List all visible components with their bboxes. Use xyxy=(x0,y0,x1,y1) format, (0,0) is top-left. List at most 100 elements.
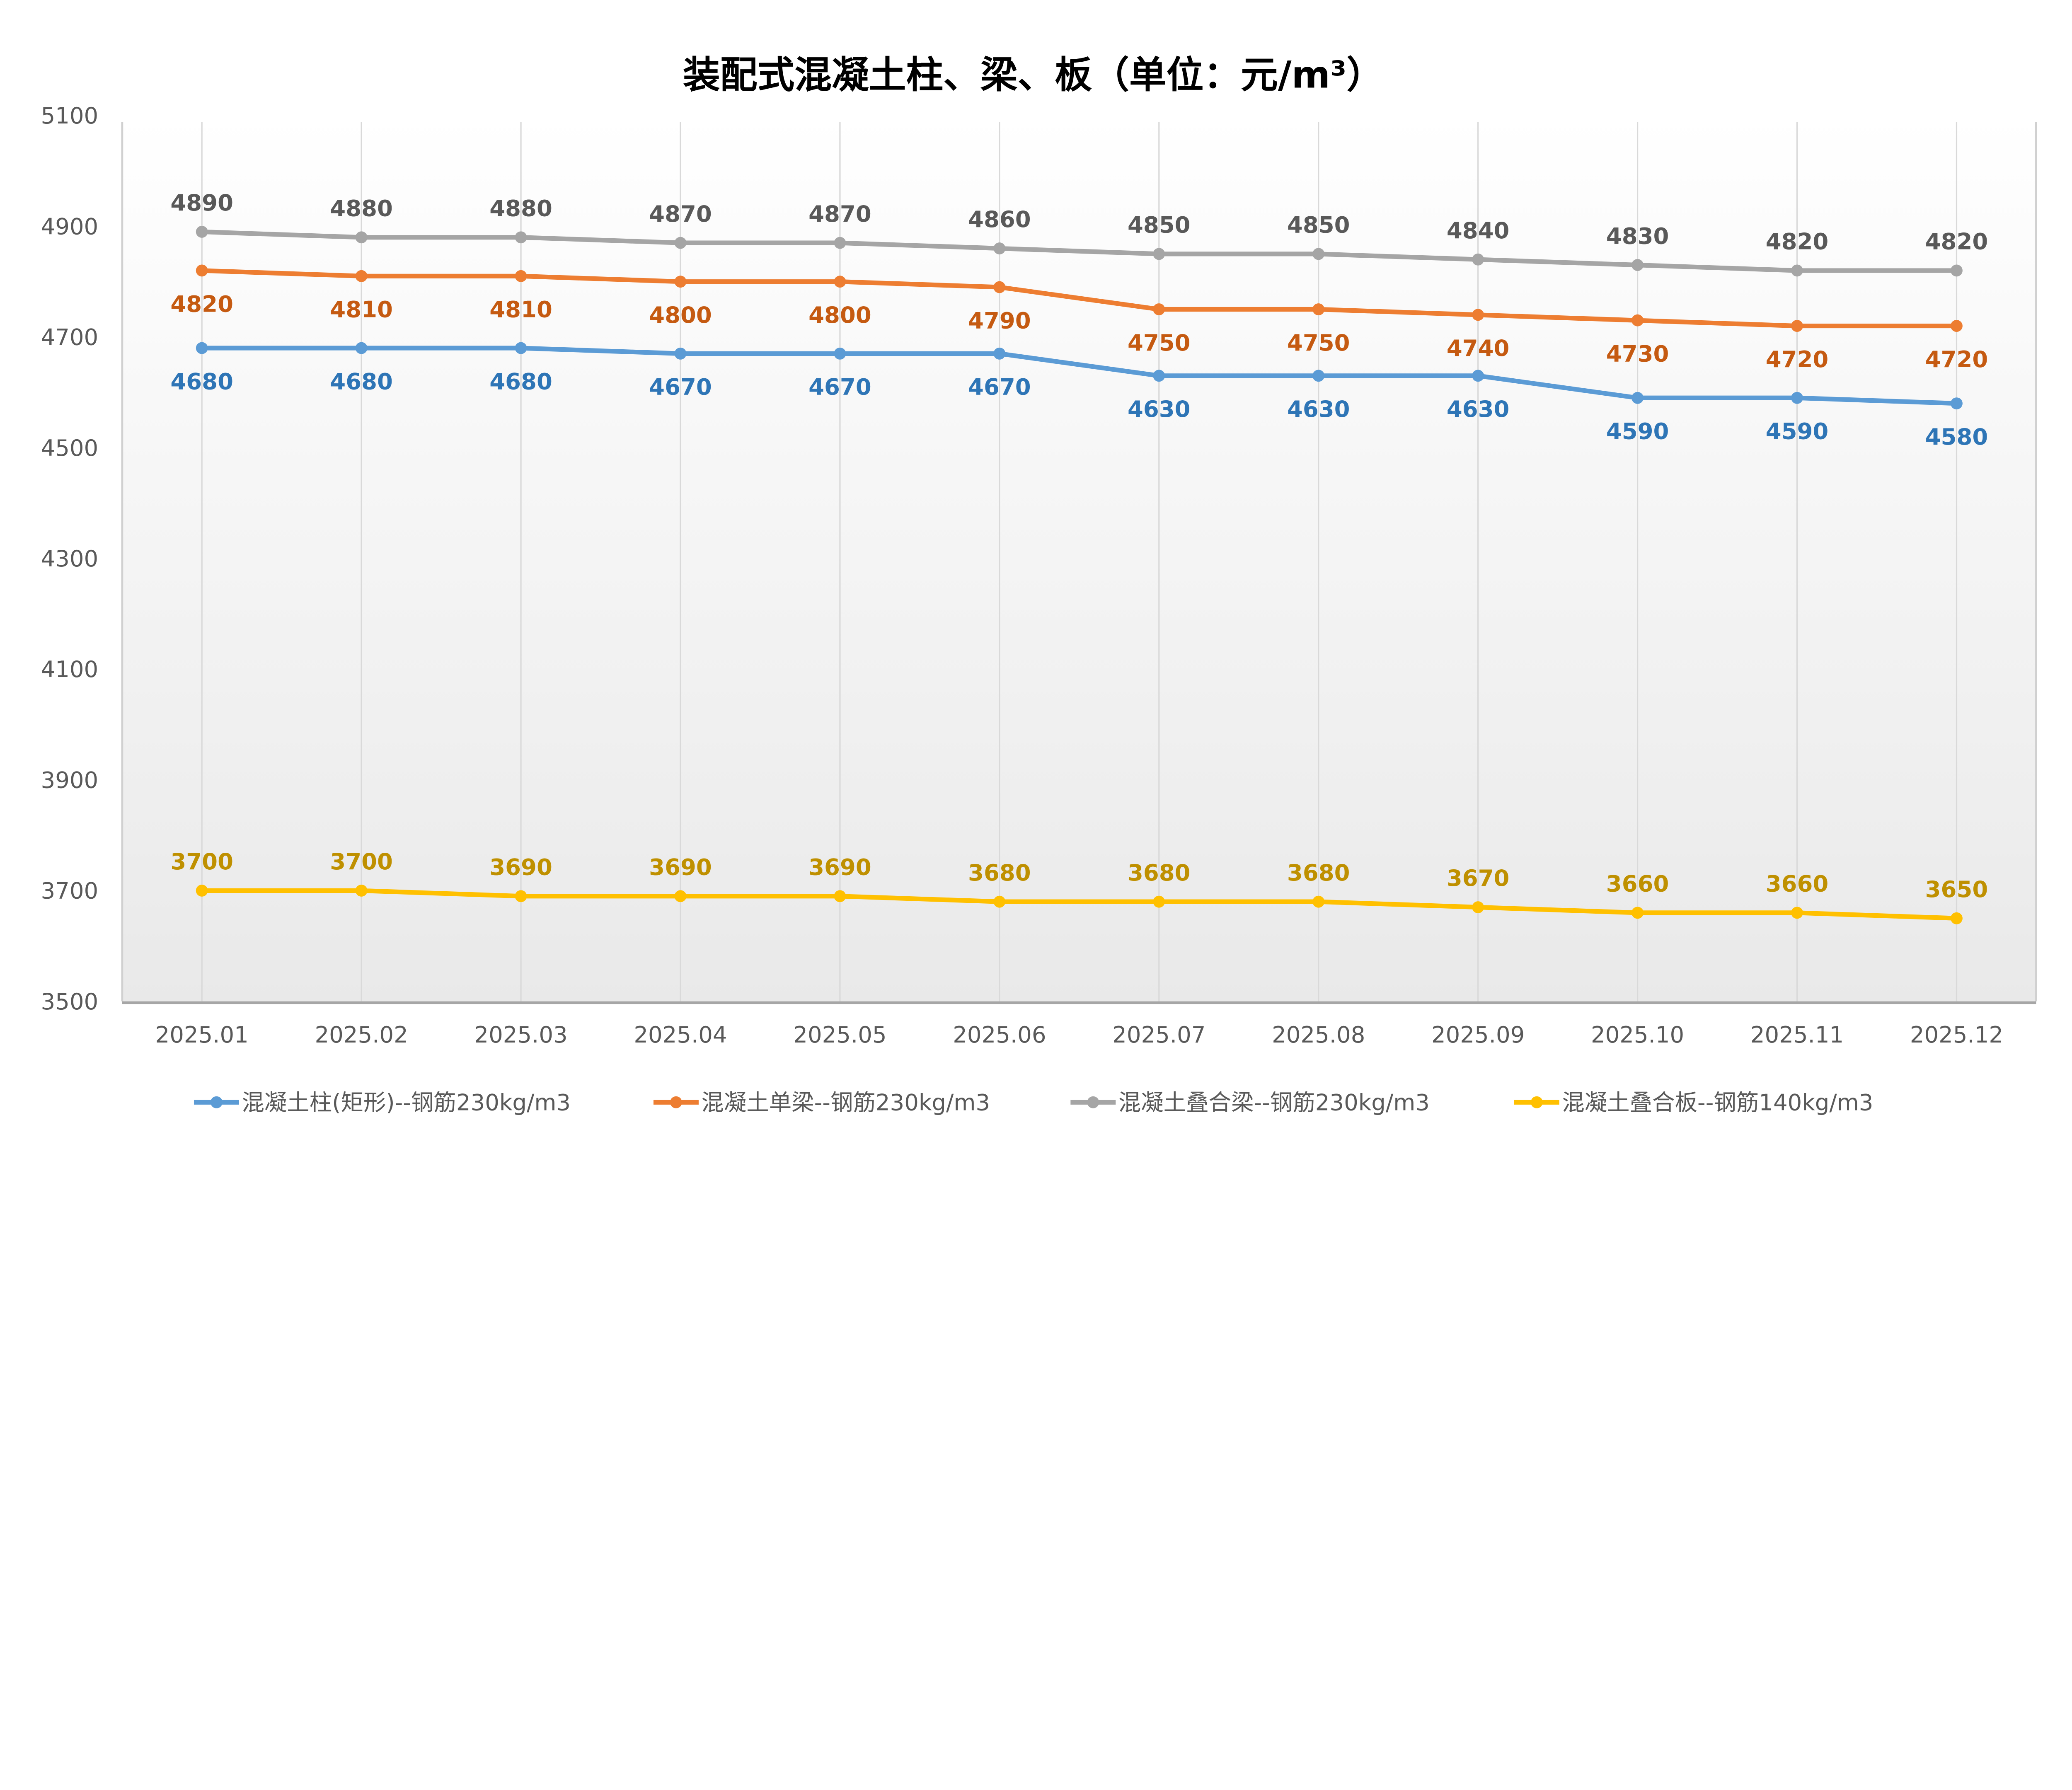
data-label: 4850 xyxy=(1287,212,1350,238)
data-point xyxy=(196,226,208,238)
series-3: 3700 3700 3690 3690 3690 3680 3680 3680 3670 3660… xyxy=(170,848,1988,924)
data-point xyxy=(1153,895,1165,908)
data-point xyxy=(355,270,368,282)
data-point xyxy=(1472,370,1484,382)
data-point xyxy=(515,231,527,244)
data-point xyxy=(834,347,846,360)
data-point xyxy=(1153,248,1165,260)
data-point xyxy=(1951,320,1963,332)
series-2: 4890 4880 4880 4870 4870 4860 4850 4850 4840 4830… xyxy=(170,189,1988,277)
data-label: 4590 xyxy=(1606,418,1669,445)
data-label: 4840 xyxy=(1447,217,1510,244)
data-point xyxy=(1791,907,1803,919)
data-point xyxy=(1472,901,1484,913)
data-point xyxy=(1631,314,1644,327)
data-point xyxy=(1951,912,1963,924)
data-point xyxy=(1951,397,1963,410)
data-label: 4630 xyxy=(1447,396,1510,422)
data-point xyxy=(355,885,368,897)
x-tick-label: 2025.11 xyxy=(1750,1021,1844,1048)
data-point xyxy=(993,895,1006,908)
y-tick-label: 4500 xyxy=(41,435,99,461)
data-label: 4870 xyxy=(808,201,871,227)
data-label: 4880 xyxy=(489,195,552,222)
data-label: 3660 xyxy=(1766,871,1829,897)
data-point xyxy=(1312,248,1325,260)
x-tick-label: 2025.06 xyxy=(953,1021,1046,1048)
series-0: 4680 4680 4680 4670 4670 4670 4630 4630 4630 4590… xyxy=(170,342,1988,450)
data-label: 4730 xyxy=(1606,341,1669,367)
data-label: 3660 xyxy=(1606,871,1669,897)
data-label: 4680 xyxy=(330,368,393,394)
data-label: 4810 xyxy=(330,296,393,323)
data-label: 3670 xyxy=(1447,865,1510,891)
data-point xyxy=(1631,259,1644,271)
data-label: 4720 xyxy=(1766,346,1829,373)
y-axis: 3500 3700 3900 4100 4300 4500 4700 4900 5100 xyxy=(41,102,99,1015)
data-point xyxy=(515,270,527,282)
line-chart: 装配式混凝土柱、梁、板（单位：元/m³） 3500 3700 3900 4100 430… xyxy=(41,54,2037,1115)
data-point xyxy=(1631,392,1644,404)
data-label: 4850 xyxy=(1128,212,1191,238)
legend-swatch-marker xyxy=(670,1096,682,1108)
x-tick-label: 2025.10 xyxy=(1591,1021,1684,1048)
data-label: 4580 xyxy=(1925,423,1988,450)
y-tick-label: 4100 xyxy=(41,656,99,682)
data-label: 4630 xyxy=(1128,396,1191,422)
series-line xyxy=(202,888,1957,921)
x-axis: 2025.01 2025.02 2025.03 2025.04 2025.05 2025.… xyxy=(155,1021,2004,1048)
series-line xyxy=(201,268,1957,329)
data-label: 4670 xyxy=(968,374,1031,400)
data-point xyxy=(1153,303,1165,315)
plot-area xyxy=(122,115,2036,1001)
y-tick-label: 3900 xyxy=(41,767,99,793)
legend-label: 混凝土单梁--钢筋230kg/m3 xyxy=(701,1089,990,1115)
data-label: 4630 xyxy=(1287,396,1350,422)
data-point xyxy=(674,890,687,902)
data-point xyxy=(993,242,1006,254)
data-label: 3650 xyxy=(1925,876,1988,902)
data-label: 4680 xyxy=(170,368,233,394)
x-tick-label: 2025.12 xyxy=(1910,1021,2003,1048)
data-point xyxy=(196,342,208,354)
data-point xyxy=(1472,253,1484,266)
data-point xyxy=(196,264,208,277)
data-label: 3700 xyxy=(170,848,233,875)
data-label: 4670 xyxy=(649,374,712,400)
data-point xyxy=(515,342,527,354)
legend-label: 混凝土叠合板--钢筋140kg/m3 xyxy=(1562,1089,1873,1115)
x-tick-label: 2025.02 xyxy=(315,1021,408,1048)
legend-item: 混凝土叠合板--钢筋140kg/m3 xyxy=(1514,1089,1873,1115)
data-label: 4820 xyxy=(170,290,233,317)
data-point xyxy=(1791,392,1803,404)
data-point xyxy=(515,890,527,902)
y-tick-label: 3500 xyxy=(41,988,99,1015)
chart-title: 装配式混凝土柱、梁、板（单位：元/m³） xyxy=(683,54,1384,97)
y-tick-label: 5100 xyxy=(41,102,99,129)
x-tick-label: 2025.05 xyxy=(793,1021,886,1048)
data-point xyxy=(834,890,846,902)
data-label: 3680 xyxy=(968,859,1031,886)
data-point xyxy=(993,281,1006,293)
data-label: 4590 xyxy=(1766,418,1829,445)
data-label: 3690 xyxy=(808,854,871,880)
legend-swatch-marker xyxy=(1530,1096,1543,1108)
data-point xyxy=(1791,264,1803,277)
data-label: 4820 xyxy=(1766,228,1829,255)
data-point xyxy=(674,347,687,360)
legend-label: 混凝土柱(矩形)--钢筋230kg/m3 xyxy=(242,1089,571,1115)
data-label: 4860 xyxy=(968,206,1031,232)
data-label: 4670 xyxy=(808,374,871,400)
data-label: 3690 xyxy=(649,854,712,880)
legend-label: 混凝土叠合梁--钢筋230kg/m3 xyxy=(1118,1089,1430,1115)
data-point xyxy=(1791,320,1803,332)
y-tick-label: 4700 xyxy=(41,324,99,351)
x-tick-label: 2025.08 xyxy=(1272,1021,1365,1048)
data-point xyxy=(834,237,846,249)
data-label: 4870 xyxy=(649,201,712,227)
data-point xyxy=(1153,370,1165,382)
data-label: 3680 xyxy=(1128,859,1191,886)
data-label: 3690 xyxy=(489,854,552,880)
data-point xyxy=(674,237,687,249)
legend-item: 混凝土柱(矩形)--钢筋230kg/m3 xyxy=(194,1089,571,1115)
